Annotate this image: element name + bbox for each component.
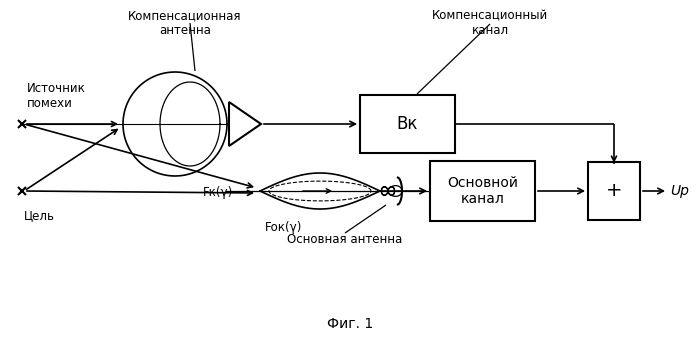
Bar (588, 162, 640, 220)
Text: Fок(γ): Fок(γ) (265, 221, 302, 234)
Text: Цель: Цель (24, 209, 55, 222)
Text: +: + (606, 181, 622, 200)
Text: Вк: Вк (397, 115, 418, 133)
Text: Fк(γ): Fк(γ) (203, 186, 233, 199)
Polygon shape (229, 102, 261, 146)
Text: Uр: Uр (670, 184, 689, 198)
Text: Основная антенна: Основная антенна (288, 233, 402, 246)
Text: Фиг. 1: Фиг. 1 (327, 317, 373, 331)
Text: Компенсационная
антенна: Компенсационная антенна (128, 9, 241, 37)
Bar (430, 161, 535, 221)
Bar (360, 95, 455, 153)
Text: Основной
канал: Основной канал (447, 176, 518, 206)
Text: Источник
помехи: Источник помехи (27, 82, 86, 110)
Text: Компенсационный
канал: Компенсационный канал (432, 9, 548, 37)
